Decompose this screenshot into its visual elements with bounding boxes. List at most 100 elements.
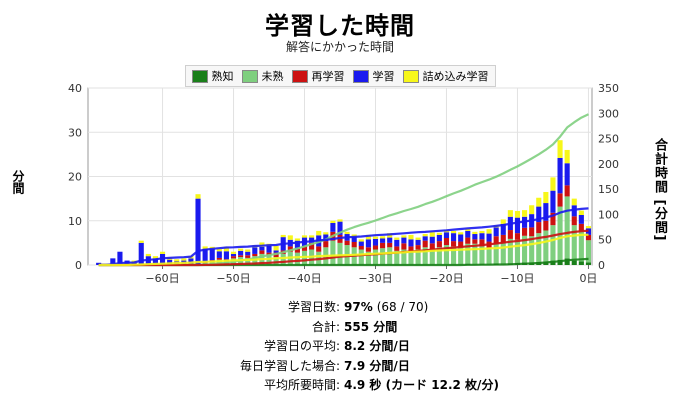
bar-segment <box>422 236 428 241</box>
y-axis-right-label: 合計時間 [分間] <box>652 138 667 242</box>
bar-segment <box>209 249 215 261</box>
bar-segment <box>223 246 229 252</box>
bar-segment <box>216 251 222 258</box>
bar-segment <box>380 248 386 265</box>
bar-segment <box>550 177 556 191</box>
bar-segment <box>429 243 435 250</box>
bar-segment <box>465 243 471 264</box>
bar-segment <box>585 226 592 229</box>
bar-segment <box>479 246 485 265</box>
bar-segment <box>529 227 535 237</box>
bar-segment <box>408 246 414 252</box>
bar-segment <box>486 229 492 234</box>
bar-segment <box>486 248 492 265</box>
y-right-tick-label: 150 <box>598 183 619 196</box>
bar-segment <box>344 231 350 235</box>
stat-value: 7.9 分間/日 <box>344 358 410 373</box>
bar-segment <box>152 258 158 265</box>
y-right-tick-label: 250 <box>598 133 619 146</box>
bar-segment <box>415 245 421 250</box>
cumulative-line <box>98 233 589 267</box>
bar-segment <box>259 250 265 254</box>
bar-segment <box>536 206 542 223</box>
bar-segment <box>394 239 400 247</box>
bar-segment <box>117 251 123 265</box>
cumulative-line <box>98 229 589 267</box>
bar-segment <box>358 239 364 242</box>
legend-item-cram[interactable]: 詰め込み学習 <box>402 68 489 84</box>
bar-segment <box>195 198 201 265</box>
bar-segment <box>436 247 442 265</box>
bar-segment <box>408 234 414 240</box>
bar-segment <box>465 237 471 244</box>
x-tick-label: −40日 <box>287 272 321 285</box>
stat-value: 8.2 分間/日 <box>344 339 410 354</box>
bar-segment <box>287 246 293 252</box>
y-left-tick-label: 10 <box>68 215 82 228</box>
x-tick-label: −10日 <box>500 272 534 285</box>
bar-segment <box>493 236 499 244</box>
bar-segment <box>564 196 570 259</box>
bar-segment <box>230 251 237 254</box>
bar-segment <box>429 236 435 244</box>
bar-segment <box>465 230 471 238</box>
bar-segment <box>380 238 386 243</box>
bar-segment <box>514 233 521 240</box>
bar-segment <box>429 232 435 237</box>
bar-segment <box>578 261 584 265</box>
bar-segment <box>330 220 336 223</box>
bar-segment <box>557 157 563 194</box>
bar-segment <box>507 230 513 239</box>
bar-segment <box>578 223 584 231</box>
stats-panel: 学習日数: 97% (68 / 70) 合計: 555 分間 学習日の平均: 8… <box>0 297 680 395</box>
x-tick-label: −20日 <box>429 272 463 285</box>
bar-segment <box>216 257 222 260</box>
bar-segment <box>543 203 549 221</box>
y-right-tick-label: 0 <box>598 259 605 272</box>
legend-swatch-relearn <box>291 69 308 83</box>
legend-swatch-cram <box>402 69 419 83</box>
bar-segment <box>330 222 336 232</box>
bar-segment <box>507 210 513 217</box>
bar-segment <box>536 197 542 207</box>
legend-item-young[interactable]: 未熟 <box>241 68 284 84</box>
bar-segment <box>365 251 371 265</box>
legend-item-mature[interactable]: 熟知 <box>191 68 234 84</box>
bar-segment <box>458 232 464 235</box>
bar-segment <box>500 223 506 235</box>
bar-segment <box>174 259 180 262</box>
bar-segment <box>550 190 556 213</box>
legend-item-learn[interactable]: 学習 <box>352 68 395 84</box>
bar-segment <box>238 255 244 258</box>
bar-segment <box>479 230 485 234</box>
bar-segment <box>472 239 478 244</box>
legend-item-relearn[interactable]: 再学習 <box>291 68 345 84</box>
stat-label: 学習日の平均: <box>263 339 340 354</box>
stat-value: 555 分間 <box>344 319 398 334</box>
stat-label: 毎日学習した場合: <box>239 358 340 373</box>
bar-segment <box>230 253 237 257</box>
bar-segment <box>571 225 577 261</box>
bar-segment <box>493 243 499 264</box>
stat-label: 平均所要時間: <box>263 378 340 393</box>
bar-segment <box>358 249 364 265</box>
bar-segment <box>380 242 386 249</box>
bar-segment <box>394 237 400 240</box>
legend-label-learn: 学習 <box>372 70 395 83</box>
bar-segment <box>401 249 407 265</box>
bar-segment <box>387 247 393 265</box>
bar-segment <box>145 253 151 257</box>
bar-segment <box>578 214 584 224</box>
bar-segment <box>578 210 584 215</box>
bar-segment <box>564 149 570 164</box>
bar-segment <box>316 230 322 236</box>
legend-label-mature: 熟知 <box>211 70 234 83</box>
bar-segment <box>252 253 258 257</box>
bar-segment <box>422 240 428 248</box>
bar-segment <box>571 216 577 226</box>
bar-segment <box>372 245 379 250</box>
stat-row-avg-time: 平均所要時間: 4.9 秒 (カード 12.2 枚/分) <box>0 375 680 395</box>
legend-label-cram: 詰め込み学習 <box>422 70 489 83</box>
bar-segment <box>358 245 364 250</box>
stat-row-total: 合計: 555 分間 <box>0 317 680 337</box>
